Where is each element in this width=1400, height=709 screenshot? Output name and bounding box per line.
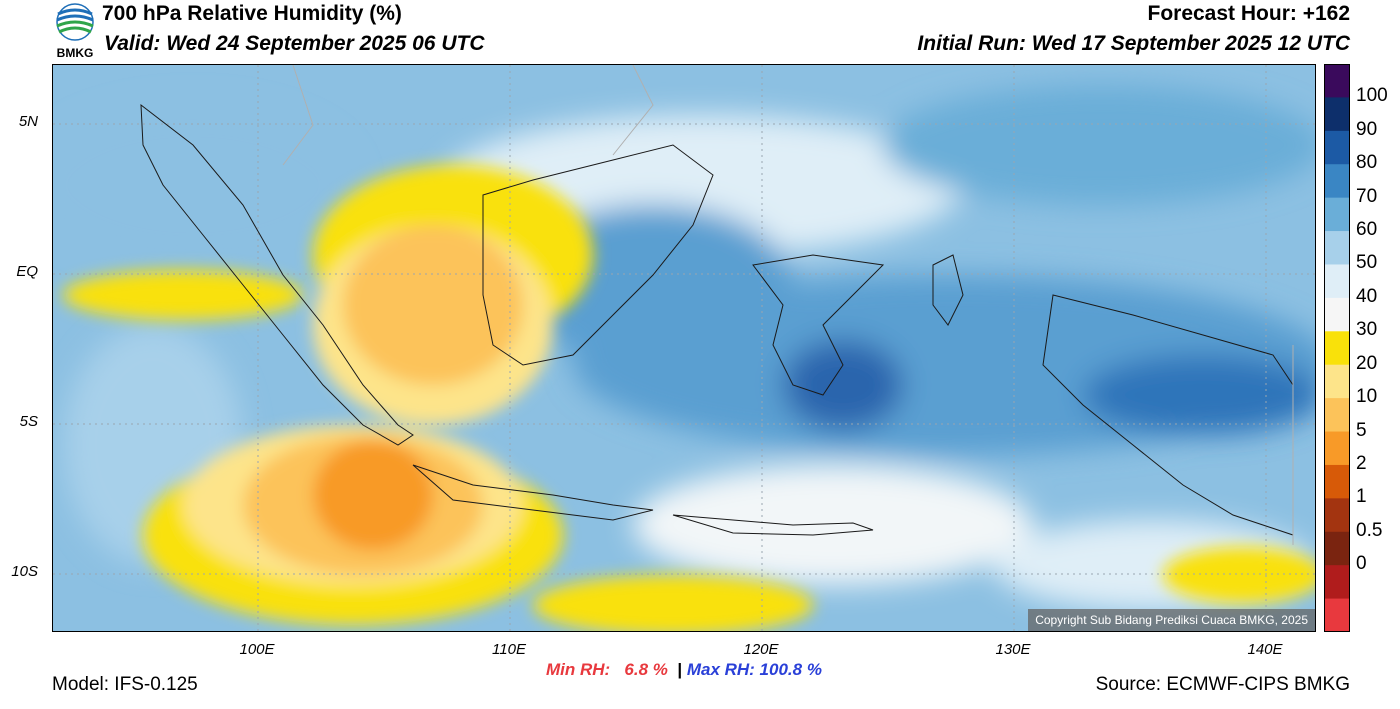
colorbar <box>1324 64 1350 632</box>
colorbar-label: 1 <box>1356 486 1367 508</box>
colorbar-label: 60 <box>1356 219 1378 241</box>
colorbar-label: 0.5 <box>1356 519 1383 541</box>
colorbar-label: 20 <box>1356 352 1378 374</box>
colorbar-segment <box>1324 197 1350 232</box>
source-label: Source: ECMWF-CIPS BMKG <box>1095 674 1350 695</box>
colorbar-segment <box>1324 398 1350 433</box>
lat-label-5s: 5S <box>19 413 38 430</box>
colorbar-label: 100 <box>1356 85 1388 107</box>
colorbar-label: 5 <box>1356 419 1367 441</box>
colorbar-label: 80 <box>1356 152 1378 174</box>
colorbar-segment <box>1324 164 1350 199</box>
lat-label-10s: 10S <box>11 563 38 580</box>
colorbar-label: 90 <box>1356 118 1378 140</box>
lon-label-100e: 100E <box>239 641 275 658</box>
logo-text: BMKG <box>57 46 94 60</box>
initial-run: Initial Run: Wed 17 September 2025 12 UT… <box>917 32 1350 55</box>
lon-label-120e: 120E <box>743 641 779 658</box>
valid-time: Valid: Wed 24 September 2025 06 UTC <box>104 32 485 55</box>
max-rh: Max RH: 100.8 % <box>686 660 822 679</box>
colorbar-segment <box>1324 331 1350 366</box>
colorbar-label: 30 <box>1356 319 1378 341</box>
colorbar-segment <box>1324 364 1350 399</box>
colorbar-segment <box>1324 64 1350 98</box>
min-rh-value: 6.8 % <box>624 660 668 679</box>
colorbar-segment <box>1324 565 1350 600</box>
colorbar-segment <box>1324 97 1350 132</box>
colorbar-segment <box>1324 498 1350 533</box>
chart-title: 700 hPa Relative Humidity (%) <box>102 2 402 25</box>
lon-label-110e: 110E <box>492 641 526 658</box>
colorbar-label: 70 <box>1356 185 1378 207</box>
colorbar-label: 2 <box>1356 452 1367 474</box>
min-rh-label: Min RH: <box>546 660 611 679</box>
rh-separator: | <box>677 660 683 679</box>
colorbar-segment <box>1324 531 1350 566</box>
colorbar-segment <box>1324 264 1350 299</box>
rh-extremes: Min RH: 6.8 % | Max RH: 100.8 % <box>546 660 822 680</box>
colorbar-segment <box>1324 231 1350 265</box>
colorbar-label: 50 <box>1356 252 1378 274</box>
colorbar-segment <box>1324 464 1350 499</box>
copyright-notice: Copyright Sub Bidang Prediksi Cuaca BMKG… <box>1028 609 1315 631</box>
colorbar-label: 0 <box>1356 553 1367 575</box>
lon-label-130e: 130E <box>995 641 1031 658</box>
lon-label-140e: 140E <box>1247 641 1283 658</box>
lat-label-eq: EQ <box>16 263 38 280</box>
forecast-hour: Forecast Hour: +162 <box>1147 2 1351 25</box>
colorbar-label: 10 <box>1356 386 1378 408</box>
humidity-field <box>53 65 1315 631</box>
colorbar-segment <box>1324 130 1350 165</box>
colorbar-segment <box>1324 431 1350 466</box>
colorbar-label: 40 <box>1356 285 1378 307</box>
model-label: Model: IFS-0.125 <box>52 674 198 695</box>
lat-label-5n: 5N <box>18 113 38 130</box>
bmkg-logo-icon: BMKG <box>56 3 94 60</box>
humidity-map: Copyright Sub Bidang Prediksi Cuaca BMKG… <box>52 64 1316 632</box>
colorbar-segment <box>1324 297 1350 332</box>
colorbar-segment <box>1324 598 1350 632</box>
